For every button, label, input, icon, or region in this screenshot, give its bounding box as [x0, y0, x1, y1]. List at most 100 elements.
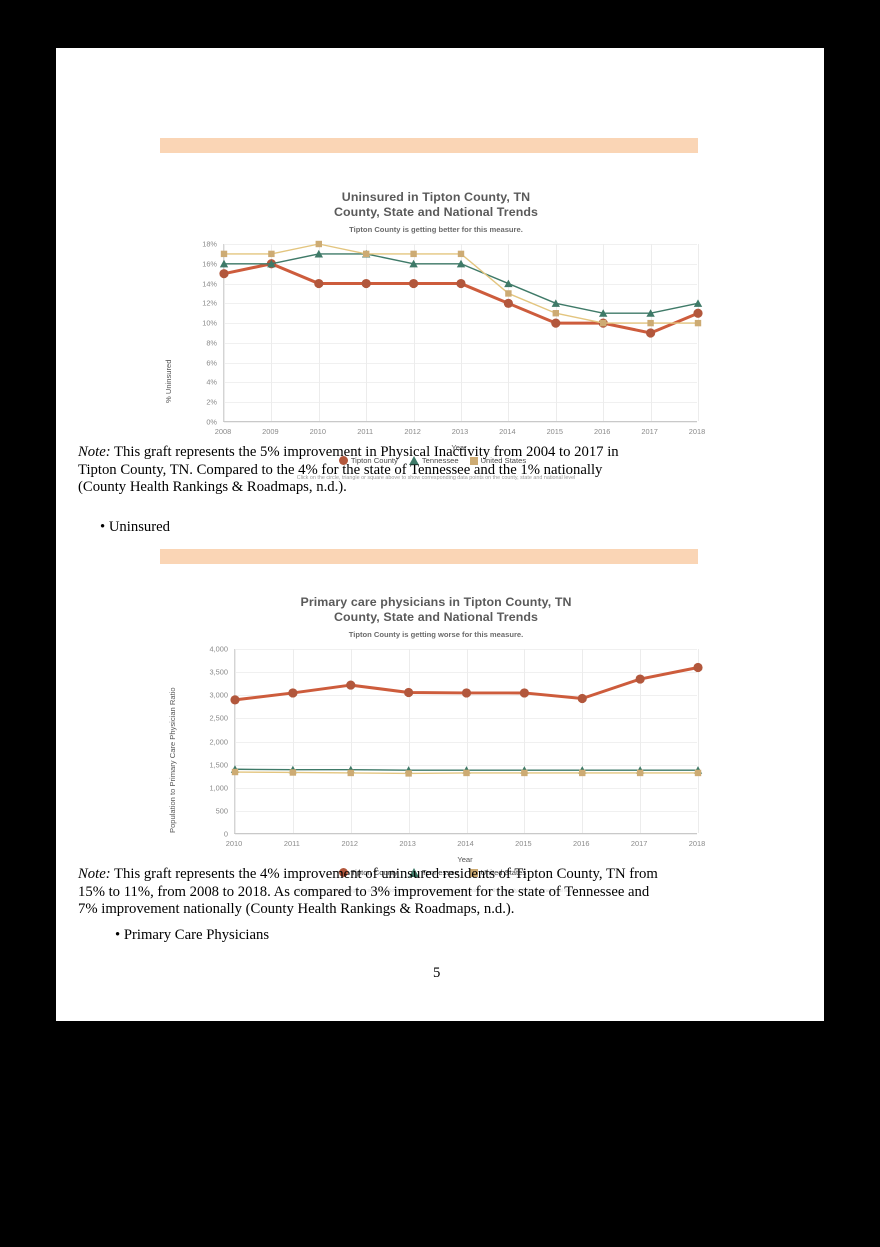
gridline-vertical — [466, 649, 468, 833]
data-point[interactable] — [315, 240, 322, 248]
data-point[interactable] — [577, 693, 587, 704]
x-axis-tick: 2018 — [688, 427, 706, 436]
legend-item-tipton-county[interactable]: Tipton County — [338, 456, 398, 465]
gridline-horizontal — [235, 718, 697, 720]
section-header-bar-1 — [160, 138, 698, 153]
y-axis-tick: 500 — [215, 806, 228, 816]
y-axis-tick: 10% — [202, 318, 217, 328]
x-axis-tick: 2015 — [515, 839, 532, 848]
data-point[interactable] — [456, 259, 466, 268]
x-axis-tick: 2017 — [630, 839, 648, 848]
data-point[interactable] — [289, 769, 297, 776]
chart1-title-line1: Uninsured in Tipton County, TN — [341, 190, 531, 204]
chart1-y-axis-label: % Uninsured — [164, 359, 173, 403]
data-point[interactable] — [693, 308, 703, 318]
data-point[interactable] — [693, 662, 703, 673]
chart1-legend[interactable]: Tipton County Tennessee United States — [156, 456, 716, 465]
circle-icon[interactable] — [338, 868, 348, 877]
gridline-vertical — [408, 649, 410, 833]
gridline-vertical — [413, 244, 415, 421]
gridline-horizontal — [235, 787, 697, 789]
chart1-subtitle: Tipton County is getting better for this… — [349, 225, 523, 234]
x-axis-tick: 2011 — [357, 427, 374, 436]
data-point[interactable] — [599, 309, 608, 317]
data-point[interactable] — [457, 250, 465, 258]
data-point[interactable] — [409, 278, 419, 289]
data-point[interactable] — [600, 319, 607, 327]
data-point[interactable] — [503, 298, 513, 308]
data-point[interactable] — [552, 310, 559, 317]
y-axis-tick: 8% — [206, 338, 217, 348]
data-point[interactable] — [267, 259, 276, 268]
data-point[interactable] — [347, 769, 354, 777]
data-point[interactable] — [504, 279, 513, 288]
gridline-horizontal — [224, 342, 697, 344]
data-point[interactable] — [646, 309, 655, 317]
y-axis-tick: 2,500 — [209, 713, 229, 723]
chart-primary-care-physicians[interactable]: Primary care physicians in Tipton County… — [156, 593, 716, 913]
x-axis-tick: 2012 — [404, 427, 421, 436]
data-point[interactable] — [361, 278, 371, 289]
legend-label: Tennessee — [421, 868, 459, 877]
data-point[interactable] — [694, 319, 702, 327]
data-point[interactable] — [314, 249, 323, 258]
circle-icon[interactable] — [338, 456, 348, 465]
data-point[interactable] — [461, 688, 472, 698]
data-point[interactable] — [346, 680, 356, 690]
chart2-y-axis-label: Population to Primary Care Physician Rat… — [168, 687, 177, 833]
data-point[interactable] — [647, 319, 654, 327]
y-axis-tick: 16% — [202, 259, 217, 269]
legend-item-tennessee[interactable]: Tennessee — [408, 868, 459, 877]
data-point[interactable] — [505, 290, 512, 297]
chart2-x-axis-label: Year — [457, 855, 473, 864]
data-point[interactable] — [231, 768, 239, 776]
data-point[interactable] — [521, 769, 528, 777]
data-point[interactable] — [219, 259, 229, 268]
data-point[interactable] — [219, 269, 229, 279]
triangle-icon[interactable] — [408, 456, 419, 465]
data-point[interactable] — [519, 688, 529, 698]
data-point[interactable] — [551, 318, 561, 328]
x-axis-tick: 2009 — [262, 427, 279, 436]
square-icon[interactable] — [469, 456, 478, 465]
triangle-icon[interactable] — [408, 868, 419, 877]
y-axis-tick: 0 — [223, 829, 228, 839]
gridline-vertical — [555, 244, 557, 421]
data-point[interactable] — [230, 695, 240, 705]
data-point[interactable] — [314, 278, 324, 289]
data-point[interactable] — [693, 299, 703, 307]
chart2-legend[interactable]: Tipton County Tennessee United States — [156, 868, 716, 877]
gridline-vertical — [582, 649, 584, 833]
gridline-vertical — [350, 649, 352, 833]
data-point[interactable] — [579, 769, 586, 777]
x-axis-tick: 2016 — [573, 839, 590, 848]
data-point[interactable] — [410, 250, 417, 258]
legend-label: United States — [480, 456, 527, 465]
legend-item-tipton-county[interactable]: Tipton County — [338, 868, 398, 877]
data-point[interactable] — [463, 769, 470, 777]
document-page: Uninsured in Tipton County, TN County, S… — [56, 48, 824, 1021]
legend-item-united-states[interactable]: United States — [469, 868, 526, 877]
data-point[interactable] — [551, 299, 560, 307]
legend-item-tennessee[interactable]: Tennessee — [408, 456, 459, 465]
chart1-plot-area — [219, 240, 703, 423]
data-point[interactable] — [646, 328, 656, 338]
note-1-label: Note: — [78, 444, 111, 460]
data-point[interactable] — [456, 278, 466, 289]
data-point[interactable] — [288, 688, 298, 698]
square-icon[interactable] — [469, 868, 478, 877]
data-point[interactable] — [409, 259, 418, 268]
data-point[interactable] — [694, 769, 702, 777]
data-point[interactable] — [405, 770, 412, 777]
data-point[interactable] — [636, 769, 644, 777]
data-point[interactable] — [268, 250, 275, 258]
note-2-body: This graft represents the 4% improvement… — [78, 866, 658, 918]
chart-uninsured[interactable]: Uninsured in Tipton County, TN County, S… — [156, 188, 716, 498]
x-axis-tick: 2012 — [341, 839, 358, 848]
legend-item-united-states[interactable]: United States — [469, 456, 527, 465]
x-axis-tick: 2013 — [399, 839, 416, 848]
data-point[interactable] — [404, 687, 414, 698]
data-point[interactable] — [220, 250, 228, 258]
data-point[interactable] — [363, 250, 370, 258]
data-point[interactable] — [635, 674, 645, 684]
